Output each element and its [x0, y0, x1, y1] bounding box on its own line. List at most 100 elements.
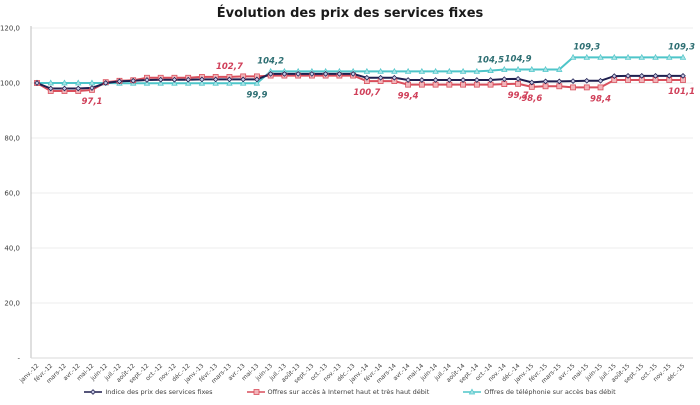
data-point: [226, 79, 233, 86]
data-point: [432, 77, 439, 83]
data-point: [652, 72, 659, 79]
data-label: 102,7: [216, 62, 243, 72]
data-point: [638, 72, 645, 79]
data-point: [405, 77, 411, 83]
data-point: [391, 74, 398, 81]
data-point: [47, 79, 54, 86]
data-point: [199, 76, 205, 83]
data-point: [405, 81, 412, 88]
data-point: [212, 76, 219, 83]
data-point: [446, 67, 453, 74]
legend-item: Indice des prix des services fixes: [84, 388, 213, 396]
data-point: [597, 84, 604, 91]
data-point: [143, 79, 151, 86]
data-point: [542, 65, 549, 72]
data-point: [377, 67, 384, 74]
data-point: [391, 67, 398, 74]
data-point: [583, 53, 590, 60]
y-tick-label: -: [17, 355, 20, 363]
data-point: [570, 84, 576, 91]
data-label: 97,1: [81, 97, 102, 107]
data-point: [309, 71, 315, 77]
y-tick-label: 40,0: [4, 245, 20, 253]
data-point: [446, 77, 453, 83]
data-point: [487, 77, 494, 83]
data-point: [666, 72, 673, 79]
data-point: [679, 53, 687, 60]
data-point: [556, 83, 563, 90]
data-point: [514, 65, 522, 72]
data-point: [501, 81, 508, 87]
data-point: [459, 67, 467, 74]
data-point: [460, 77, 466, 83]
data-point: [624, 53, 632, 60]
data-point: [47, 85, 54, 92]
data-point: [501, 65, 508, 72]
legend-item: Offres de téléphonie sur accès bas débit: [463, 388, 616, 396]
data-point: [597, 77, 604, 84]
data-point: [363, 67, 371, 74]
data-label: 99,9: [246, 90, 267, 100]
data-point: [75, 85, 82, 92]
y-tick-label: 100,0: [0, 80, 20, 88]
data-point: [611, 53, 618, 60]
data-point: [528, 79, 535, 86]
data-label: 104,9: [505, 55, 532, 65]
data-point: [597, 53, 604, 60]
data-point: [460, 81, 466, 88]
data-label: 101,1: [668, 87, 695, 97]
data-point: [254, 76, 260, 83]
data-point: [116, 78, 123, 85]
data-label: 109,3: [573, 42, 600, 52]
data-point: [652, 53, 659, 60]
y-tick-label: 80,0: [4, 135, 20, 143]
data-point: [473, 81, 480, 88]
data-point: [322, 71, 329, 77]
gridlines: [31, 27, 693, 304]
data-point: [418, 67, 426, 74]
data-point: [570, 78, 576, 84]
data-point: [404, 67, 412, 74]
data-point: [556, 65, 563, 72]
chart-title: Évolution des prix des services fixes: [216, 6, 484, 21]
data-label: 98,4: [590, 94, 611, 104]
x-axis: janv.-12févr.-12mars-12avr.-12mai-12juin…: [18, 357, 693, 385]
data-point: [185, 79, 192, 86]
data-point: [212, 79, 219, 86]
data-point: [418, 81, 425, 88]
data-point: [240, 76, 247, 83]
data-label: 104,5: [477, 56, 504, 66]
data-point: [515, 80, 521, 87]
data-point: [171, 79, 178, 86]
data-label: 109,3: [668, 42, 695, 52]
data-point: [130, 77, 137, 84]
data-label: 100,7: [353, 88, 380, 98]
data-point: [377, 74, 384, 81]
data-point: [88, 79, 96, 86]
data-label: 104,2: [257, 56, 284, 66]
y-tick-label: 60,0: [4, 190, 20, 198]
data-point: [542, 78, 549, 85]
data-point: [528, 65, 535, 72]
data-point: [432, 67, 439, 74]
y-tick-label: 20,0: [4, 300, 20, 308]
data-point: [185, 76, 192, 83]
data-point: [295, 71, 302, 77]
data-point: [61, 85, 68, 92]
data-label: 99,7: [508, 91, 529, 101]
data-point: [239, 79, 247, 86]
data-point: [171, 76, 178, 83]
data-point: [102, 80, 109, 86]
data-point: [501, 76, 508, 83]
data-point: [473, 67, 481, 74]
data-point: [89, 85, 95, 91]
data-point: [611, 73, 618, 79]
y-axis: 120,0 100,0 80,0 60,0 40,0 20,0 -: [0, 25, 32, 363]
legend-item: Offres sur accès à Internet haut et très…: [246, 388, 429, 396]
data-label: 98,6: [521, 94, 542, 104]
data-point: [487, 81, 494, 88]
data-label: 99,4: [398, 92, 419, 102]
data-point: [542, 83, 549, 90]
data-point: [418, 77, 425, 83]
